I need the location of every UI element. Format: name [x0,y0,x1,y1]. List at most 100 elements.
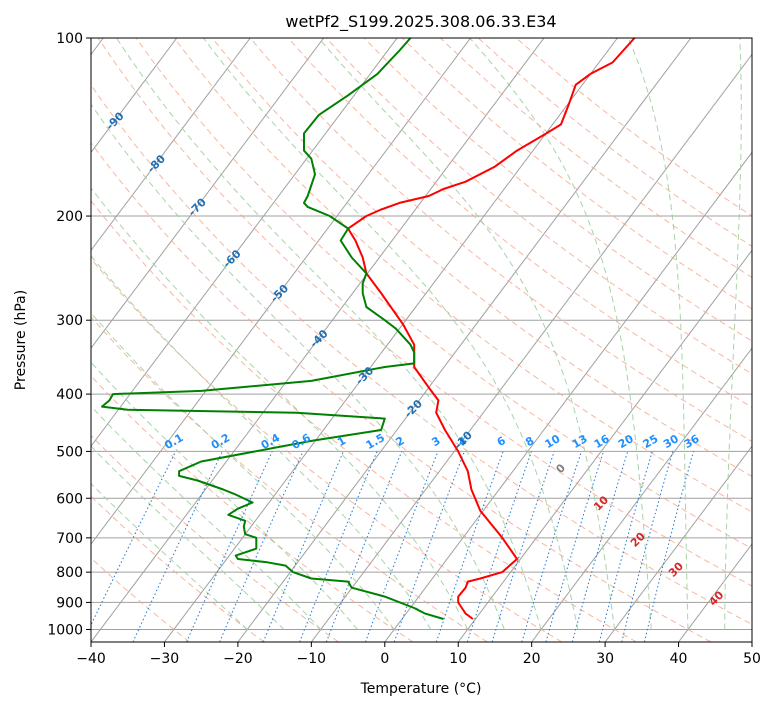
dry-adiabat-line [363,38,752,342]
isotherm-line [384,151,752,642]
x-tick-label: 50 [743,651,761,667]
moist-adiabat-line [318,38,615,630]
mixing-ratio-line [545,451,604,642]
y-tick-label: 800 [56,565,83,581]
mixing-ratio-label: 0.1 [162,431,185,452]
mixing-ratio-label: 16 [592,432,612,451]
moist-adiabat-line [203,38,579,630]
plot-frame [90,37,753,643]
mixing-ratio-line [598,451,653,642]
mixing-ratio-line [644,451,694,642]
isotherm-label: -50 [268,282,291,305]
mixing-ratio-line [325,451,403,642]
isotherm-line [531,347,752,642]
dewpoint-profile [101,38,444,620]
axes: 0.1 0.2 0.4 0.6 1 1.5 2 3 4 6 8 10 13 16 20 25 30 36-90-8… [47,31,761,667]
isotherm-line [237,38,692,642]
isotherm-line [91,38,325,350]
mixing-ratio-label: 1.5 [364,431,387,452]
mixing-ratio-label: 10 [543,432,563,451]
isotherm-line [91,38,545,642]
dry-adiabat-line [91,200,637,642]
mixing-ratio-line [435,451,504,642]
isotherm-label: -80 [145,152,168,175]
moist-adiabat-line [469,38,652,630]
y-tick-label: 100 [56,31,83,47]
moist-adiabat-line [627,38,689,630]
isotherm-label: -60 [220,247,243,270]
mixing-ratio-line [466,451,533,642]
dry-adiabat-line [401,38,752,310]
dry-adiabat-line [439,38,752,278]
moist-adiabat-line [91,361,358,630]
moist-adiabat-label: 40 [706,588,726,608]
dry-adiabat-line [91,375,414,642]
dry-adiabat-line [91,257,563,642]
mixing-ratio-label: 13 [570,432,590,451]
mixing-ratio-label: 6 [495,434,508,449]
y-tick-label: 900 [56,595,83,611]
mixing-ratio-label: 20 [616,432,636,451]
x-tick-label: −20 [223,651,253,667]
x-tick-label: −30 [150,651,180,667]
isotherm-label: -20 [402,397,425,420]
x-tick-label: 40 [670,651,688,667]
moist-adiabat-line [91,405,322,630]
y-tick-label: 700 [56,531,83,547]
dry-adiabat-line [287,38,752,408]
y-tick-label: 400 [56,387,83,403]
mixing-ratio-line [521,451,582,642]
mixing-ratio-label: 0.2 [209,431,232,452]
dry-adiabat-line [91,434,339,642]
moist-adiabat-line [91,445,285,630]
mixing-ratio-label: 0.4 [259,431,283,452]
y-tick-label: 600 [56,491,83,507]
moist-adiabat-line [91,255,432,630]
isotherm-line [457,249,752,642]
y-tick-label: 1000 [47,622,83,638]
moist-adiabat-line [91,312,395,630]
isotherm-label: -30 [353,364,376,387]
mixing-ratio-line [571,451,629,642]
x-tick-label: −40 [76,651,106,667]
temperature-profile [347,38,636,620]
y-tick-label: 200 [56,209,83,225]
moist-adiabat-line [91,482,248,630]
x-tick-label: 20 [523,651,541,667]
moist-adiabat-line [91,187,469,630]
isotherm-line [91,38,398,447]
isotherm-line [91,38,471,545]
isotherm-label: -70 [186,195,209,218]
y-tick-label: 500 [56,444,83,460]
isotherm-label: -40 [307,327,330,350]
x-tick-label: 30 [596,651,614,667]
x-tick-label: −10 [297,651,327,667]
mixing-ratio-line [365,451,439,642]
x-tick-label: 0 [380,651,389,667]
mixing-ratio-label: 2 [393,434,406,449]
chart-title: wetPf2_S199.2025.308.06.33.E34 [285,12,556,32]
moist-adiabat-line [724,38,742,630]
dry-adiabat-line [249,38,752,442]
mixing-ratio-line [219,451,304,642]
dry-adiabat-line [91,495,265,642]
moist-adiabat-label: 30 [666,559,686,579]
isotherm-line [91,38,251,252]
dry-adiabat-line [173,38,752,513]
plot-area [91,38,752,642]
x-tick-label: 10 [449,651,467,667]
y-axis-label: Pressure (hPa) [13,290,29,390]
moist-adiabat-line [91,103,505,630]
moist-adiabat-line [116,38,542,630]
mixing-ratio-label: 8 [523,434,536,449]
isotherm-line [604,445,752,642]
x-axis-label: Temperature (°C) [360,681,482,697]
mixing-ratio-line [186,451,273,642]
dry-adiabat-line [211,38,752,477]
mixing-ratio-line [393,451,465,642]
isotherm-line [164,38,618,642]
isotherm-line [751,641,752,642]
moist-adiabat-label: 0 [553,461,568,476]
dry-adiabat-line [325,38,752,375]
